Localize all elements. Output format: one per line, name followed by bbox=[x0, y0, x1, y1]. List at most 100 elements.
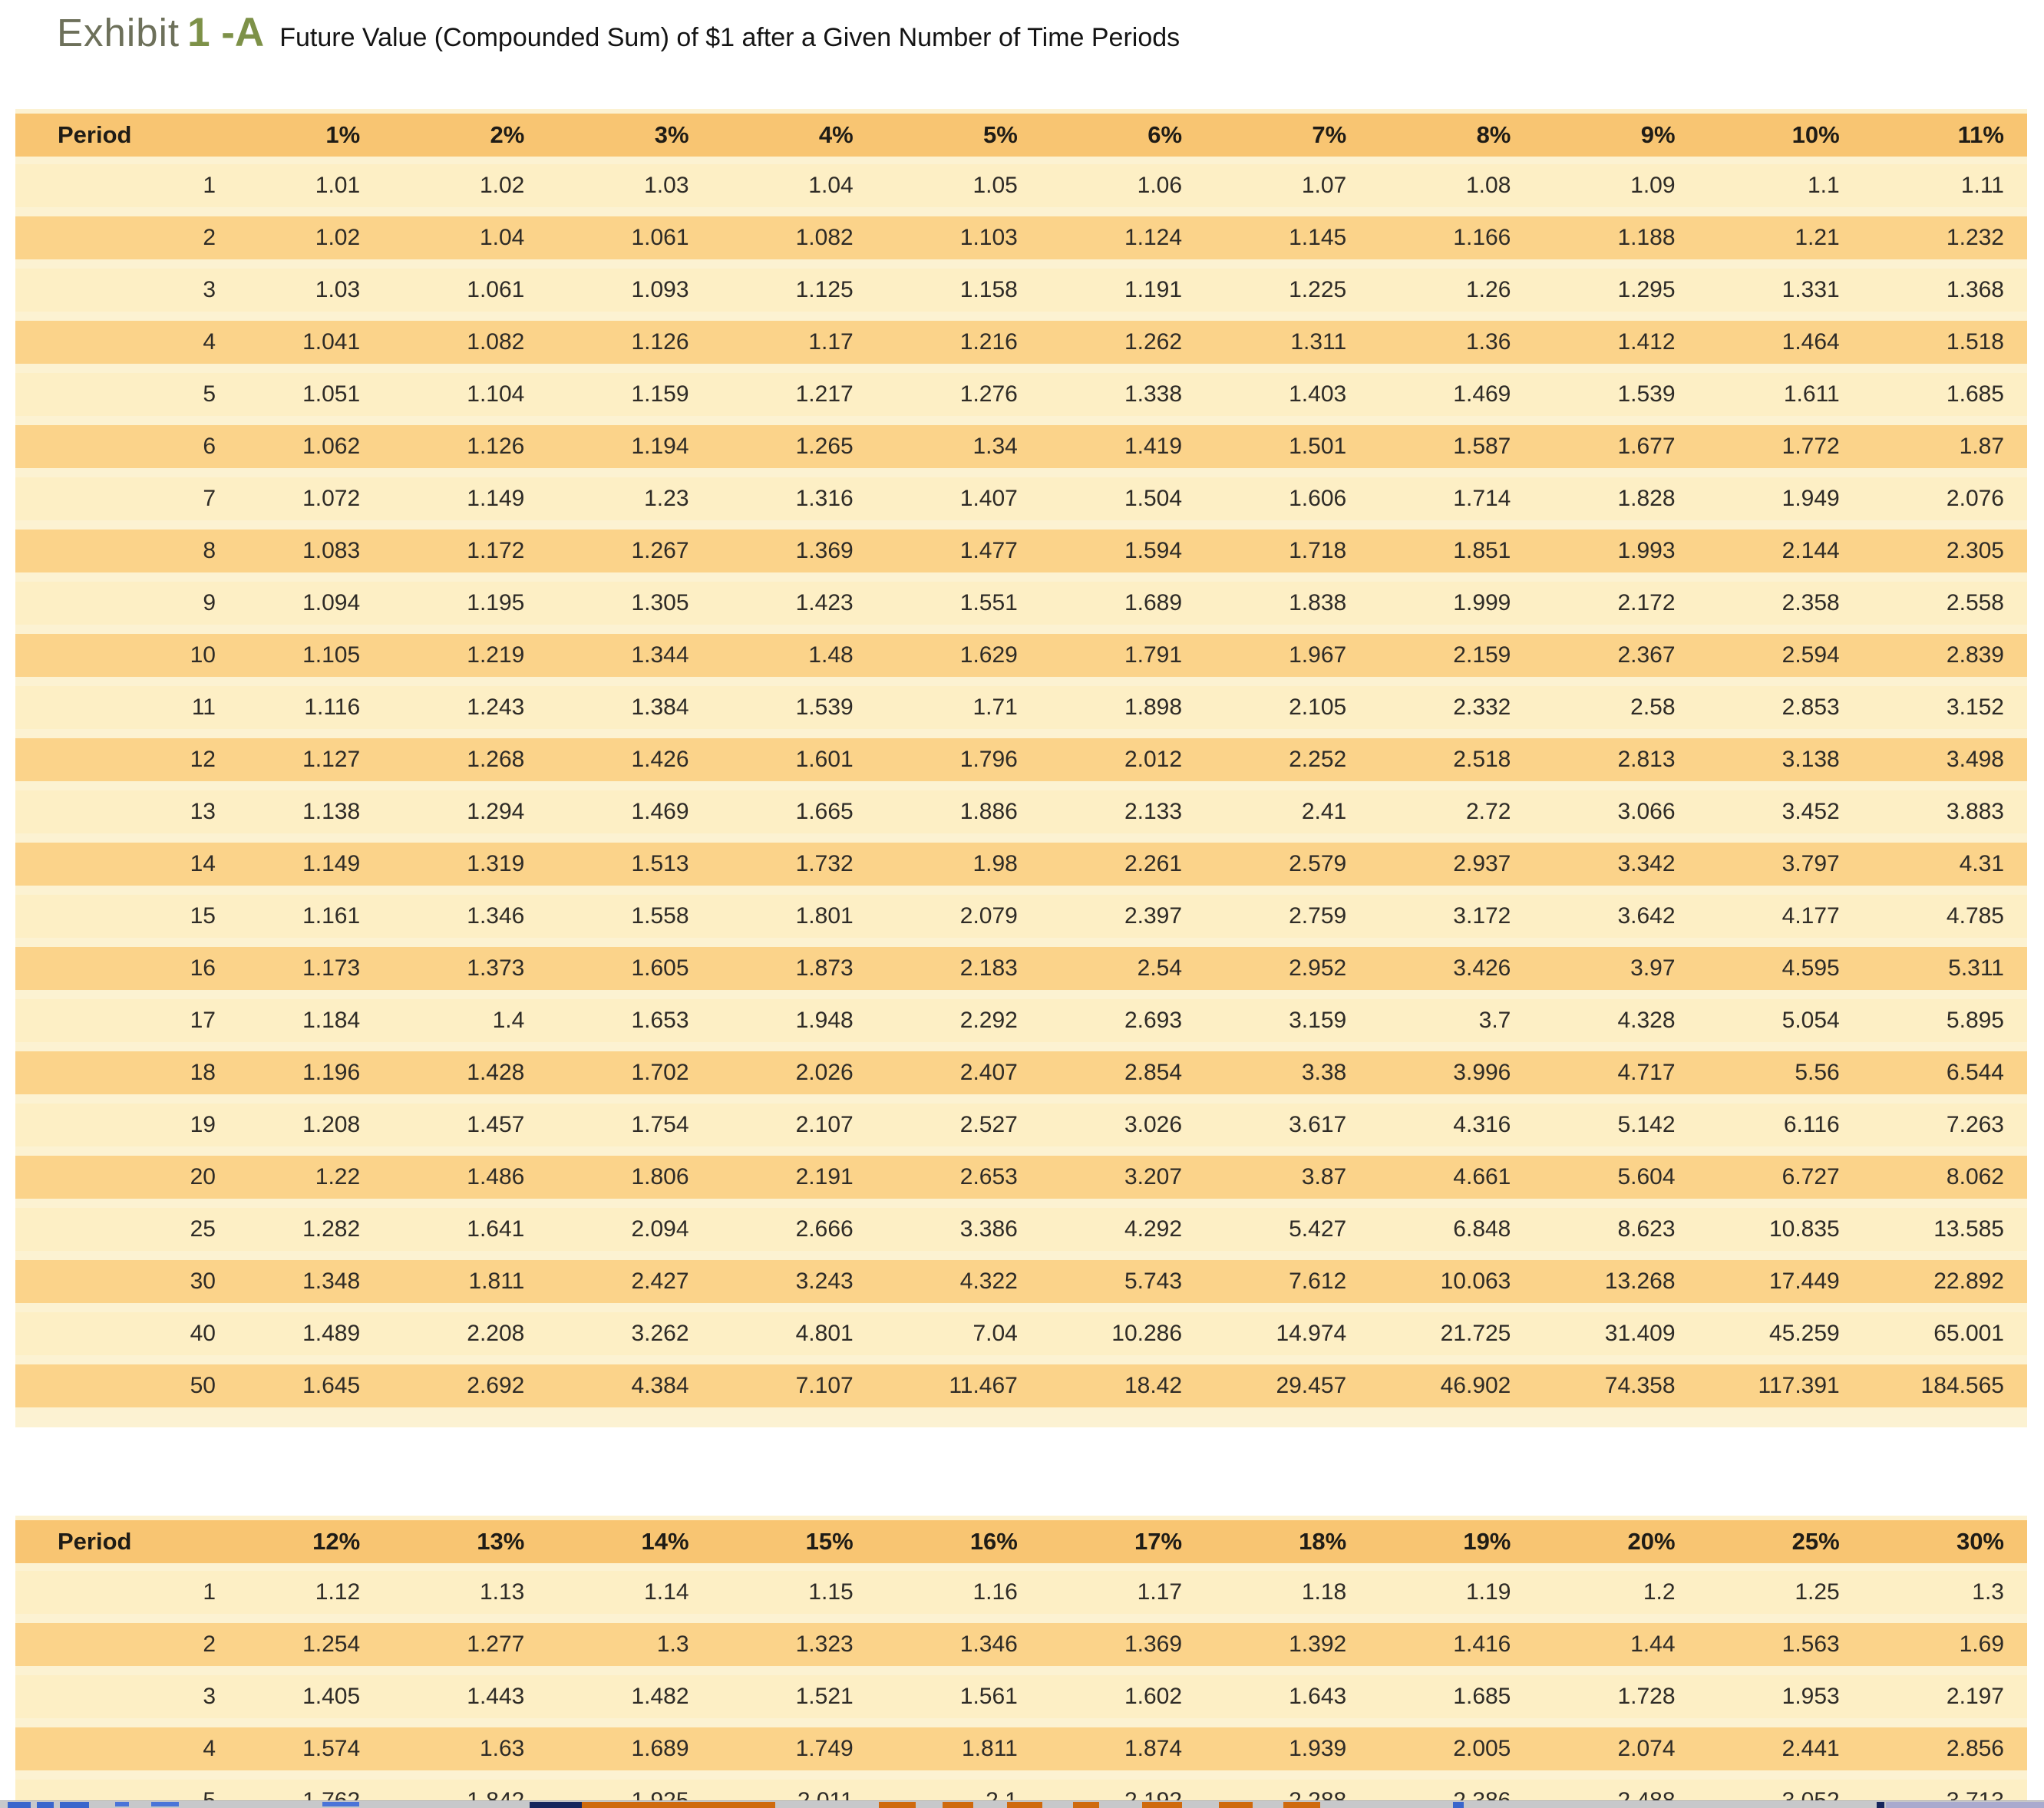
factor-value-cell: 1.12 bbox=[219, 1567, 384, 1623]
factor-value-cell: 1.685 bbox=[1369, 1671, 1534, 1727]
period-cell: 1 bbox=[15, 160, 219, 216]
factor-value-cell: 1.811 bbox=[383, 1255, 548, 1312]
factor-value-cell: 5.604 bbox=[1534, 1151, 1699, 1208]
factor-value-cell: 1.806 bbox=[547, 1151, 712, 1208]
factor-value-cell: 13.585 bbox=[1862, 1203, 2027, 1260]
factor-value-cell: 1.277 bbox=[383, 1618, 548, 1675]
rate-column-header: 13% bbox=[383, 1516, 548, 1571]
factor-value-cell: 2.666 bbox=[712, 1203, 877, 1260]
factor-value-cell: 1.605 bbox=[547, 942, 712, 999]
table-row: 2 1.254 1.277 1.3 1.323 1.346 1.369 1.392 1.416 1… bbox=[15, 1618, 2027, 1675]
factor-value-cell: 6.727 bbox=[1698, 1151, 1863, 1208]
factor-value-cell: 1.22 bbox=[219, 1151, 384, 1208]
factor-value-cell: 1.993 bbox=[1534, 525, 1699, 582]
factor-value-cell: 1.457 bbox=[383, 1099, 548, 1156]
artifact-fragment bbox=[1453, 1802, 1464, 1808]
factor-value-cell: 1.689 bbox=[1040, 577, 1206, 634]
table-row: 2 1.02 1.04 1.061 1.082 1.103 1.124 1.145 1.166 1… bbox=[15, 212, 2027, 269]
factor-value-cell: 1.518 bbox=[1862, 316, 2027, 373]
factor-value-cell: 1.311 bbox=[1205, 316, 1370, 373]
factor-value-cell: 1.69 bbox=[1862, 1618, 2027, 1675]
table-row: 13 1.138 1.294 1.469 1.665 1.886 2.133 2.41 2.72… bbox=[15, 786, 2027, 843]
factor-value-cell: 1.392 bbox=[1205, 1618, 1370, 1675]
factor-value-cell: 2.937 bbox=[1369, 838, 1534, 895]
period-cell: 5 bbox=[15, 368, 219, 425]
table-row: 4 1.574 1.63 1.689 1.749 1.811 1.874 1.939 2.005… bbox=[15, 1723, 2027, 1780]
rate-column-header: 5% bbox=[876, 109, 1041, 164]
factor-value-cell: 2.952 bbox=[1205, 942, 1370, 999]
rate-column-header: 6% bbox=[1040, 109, 1206, 164]
factor-value-cell: 1.594 bbox=[1040, 525, 1206, 582]
factor-value-cell: 1.126 bbox=[547, 316, 712, 373]
artifact-fragment bbox=[582, 1802, 775, 1808]
factor-value-cell: 1.282 bbox=[219, 1203, 384, 1260]
table-row: 19 1.208 1.457 1.754 2.107 2.527 3.026 3.617 4.3… bbox=[15, 1099, 2027, 1156]
period-cell: 50 bbox=[15, 1360, 219, 1427]
factor-value-cell: 2.079 bbox=[876, 890, 1041, 947]
period-cell: 3 bbox=[15, 1671, 219, 1727]
factor-value-cell: 1.104 bbox=[383, 368, 548, 425]
table-row: 5 1.051 1.104 1.159 1.217 1.276 1.338 1.403 1.46… bbox=[15, 368, 2027, 425]
factor-value-cell: 1.265 bbox=[712, 421, 877, 477]
period-cell: 9 bbox=[15, 577, 219, 634]
factor-value-cell: 5.895 bbox=[1862, 995, 2027, 1051]
period-cell: 3 bbox=[15, 264, 219, 321]
period-cell: 17 bbox=[15, 995, 219, 1051]
rate-column-header: 2% bbox=[383, 109, 548, 164]
factor-value-cell: 22.892 bbox=[1862, 1255, 2027, 1312]
factor-value-cell: 2.332 bbox=[1369, 681, 1534, 738]
rate-column-header: 15% bbox=[712, 1516, 877, 1571]
period-cell: 12 bbox=[15, 734, 219, 790]
rate-column-header: 3% bbox=[547, 109, 712, 164]
period-column-header: Period bbox=[15, 109, 219, 164]
factor-value-cell: 5.56 bbox=[1698, 1047, 1863, 1104]
factor-value-cell: 3.342 bbox=[1534, 838, 1699, 895]
future-value-table-12-to-30-percent: Period 12% 13% 14% 15% 16% 17% 18% 19% 20% 25% 30% … bbox=[15, 1516, 2027, 1808]
factor-value-cell: 2.518 bbox=[1369, 734, 1534, 790]
factor-value-cell: 3.386 bbox=[876, 1203, 1041, 1260]
factor-value-cell: 1.643 bbox=[1205, 1671, 1370, 1727]
exhibit-number: 1 -A bbox=[187, 10, 265, 55]
factor-value-cell: 29.457 bbox=[1205, 1360, 1370, 1427]
table-row: 10 1.105 1.219 1.344 1.48 1.629 1.791 1.967 2.15… bbox=[15, 629, 2027, 686]
factor-value-cell: 2.208 bbox=[383, 1308, 548, 1364]
factor-value-cell: 74.358 bbox=[1534, 1360, 1699, 1427]
factor-value-cell: 1.346 bbox=[876, 1618, 1041, 1675]
factor-value-cell: 1.194 bbox=[547, 421, 712, 477]
factor-value-cell: 2.441 bbox=[1698, 1723, 1863, 1780]
rate-column-header: 20% bbox=[1534, 1516, 1699, 1571]
factor-value-cell: 1.116 bbox=[219, 681, 384, 738]
factor-value-cell: 5.311 bbox=[1862, 942, 2027, 999]
factor-value-cell: 1.34 bbox=[876, 421, 1041, 477]
factor-value-cell: 1.061 bbox=[547, 212, 712, 269]
factor-value-cell: 2.144 bbox=[1698, 525, 1863, 582]
factor-value-cell: 21.725 bbox=[1369, 1308, 1534, 1364]
factor-value-cell: 3.138 bbox=[1698, 734, 1863, 790]
factor-value-cell: 2.005 bbox=[1369, 1723, 1534, 1780]
factor-value-cell: 1.489 bbox=[219, 1308, 384, 1364]
factor-value-cell: 1.346 bbox=[383, 890, 548, 947]
table-row: 11 1.116 1.243 1.384 1.539 1.71 1.898 2.105 2.33… bbox=[15, 681, 2027, 738]
factor-value-cell: 3.172 bbox=[1369, 890, 1534, 947]
artifact-fragment bbox=[1142, 1802, 1182, 1808]
factor-value-cell: 1.677 bbox=[1534, 421, 1699, 477]
factor-value-cell: 2.693 bbox=[1040, 995, 1206, 1051]
factor-value-cell: 4.322 bbox=[876, 1255, 1041, 1312]
factor-value-cell: 1.645 bbox=[219, 1360, 384, 1427]
factor-value-cell: 65.001 bbox=[1862, 1308, 2027, 1364]
factor-value-cell: 1.323 bbox=[712, 1618, 877, 1675]
table-row: 6 1.062 1.126 1.194 1.265 1.34 1.419 1.501 1.587… bbox=[15, 421, 2027, 477]
factor-value-cell: 1.126 bbox=[383, 421, 548, 477]
factor-value-cell: 1.041 bbox=[219, 316, 384, 373]
period-cell: 15 bbox=[15, 890, 219, 947]
factor-value-cell: 1.138 bbox=[219, 786, 384, 843]
period-cell: 8 bbox=[15, 525, 219, 582]
factor-value-cell: 1.082 bbox=[383, 316, 548, 373]
factor-value-cell: 1.07 bbox=[1205, 160, 1370, 216]
table-row: 25 1.282 1.641 2.094 2.666 3.386 4.292 5.427 6.8… bbox=[15, 1203, 2027, 1260]
rate-column-header: 11% bbox=[1862, 109, 2027, 164]
factor-value-cell: 1.602 bbox=[1040, 1671, 1206, 1727]
artifact-fragment bbox=[8, 1802, 31, 1808]
artifact-fragment bbox=[1219, 1802, 1253, 1808]
factor-value-cell: 4.384 bbox=[547, 1360, 712, 1427]
